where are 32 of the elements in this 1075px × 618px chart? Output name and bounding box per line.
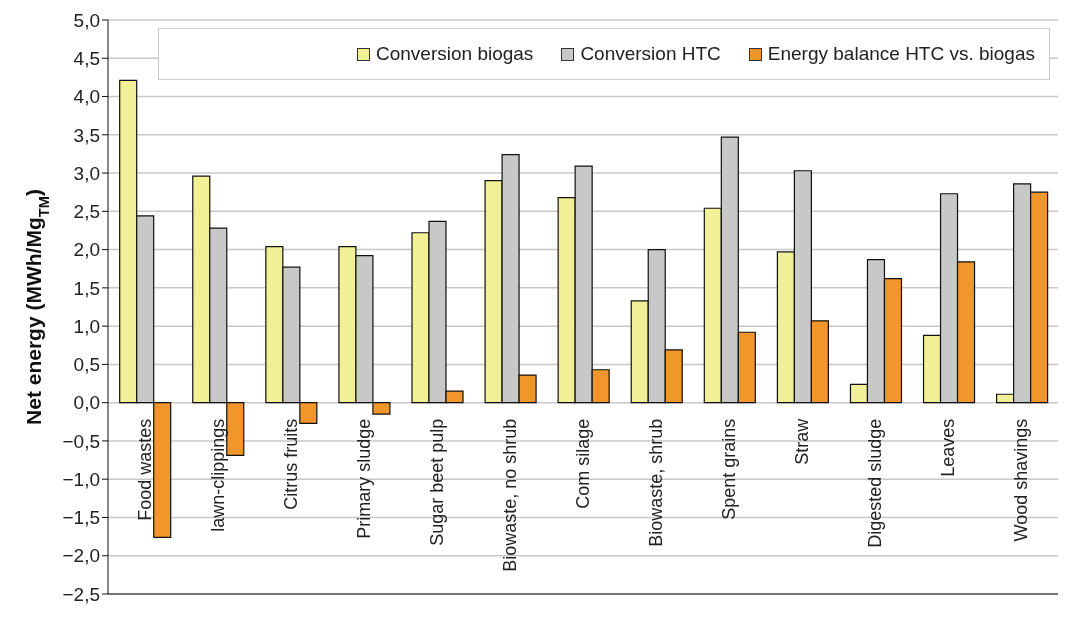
legend-label: Energy balance HTC vs. biogas [767,43,1035,65]
x-tick-label: Citrus fruits [280,418,301,510]
y-tick-label: −2,0 [62,545,100,567]
x-tick-label: Digested sludge [865,418,886,548]
x-tick-label: Sugar beet pulp [426,418,447,546]
y-tick-label: −0,5 [62,430,100,452]
y-tick-label: 1,0 [73,315,100,337]
x-tick-label: Straw [792,417,813,465]
y-tick-label: −2,5 [62,583,100,605]
y-tick-label: 4,5 [73,48,100,70]
x-tick-label: Spent grains [719,418,740,520]
y-tick-label: 4,0 [73,86,100,108]
x-tick-label: Primary sludge [353,418,374,539]
y-tick-label: 2,0 [73,239,100,261]
y-tick-label: −1,0 [62,468,100,490]
legend-label: Conversion biogas [376,43,534,65]
y-tick-label: −1,5 [62,507,100,529]
y-tick-label: 1,5 [73,277,100,299]
y-tick-label: 0,0 [73,392,100,414]
x-tick-label: lawn-clippings [207,418,228,532]
y-tick-label: 3,5 [73,124,100,146]
y-tick-label: 2,5 [73,201,100,223]
x-tick-label: Food wastes [134,418,155,521]
x-tick-label: Wood shavings [1011,418,1032,542]
legend-label: Conversion HTC [580,43,721,65]
y-tick-label: 5,0 [73,9,100,31]
y-tick-label: 3,0 [73,162,100,184]
y-tick-label: 0,5 [73,354,100,376]
x-tick-label: Leaves [938,418,959,477]
x-tick-label: Com silage [573,418,593,509]
x-tick-label: Biowaste, shrub [646,418,667,547]
x-tick-label: Biowaste, no shrub [499,418,520,572]
